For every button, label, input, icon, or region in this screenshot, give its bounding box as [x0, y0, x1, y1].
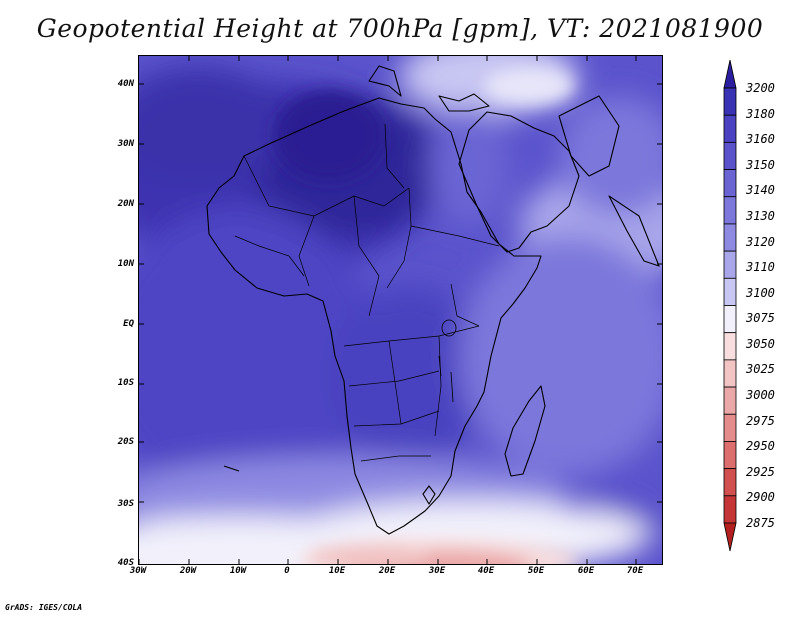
- lon-label-20e: 20E: [378, 566, 396, 576]
- colorbar-swatch: [723, 413, 737, 442]
- coastlines: [206, 65, 660, 535]
- country-borders: [234, 123, 500, 462]
- colorbar-swatch: [723, 196, 737, 225]
- colorbar-swatch: [723, 332, 737, 361]
- colorbar-level-label: 3120: [746, 234, 775, 249]
- colorbar-swatch: [723, 441, 737, 470]
- lon-label-50e: 50E: [527, 566, 545, 576]
- lon-label-20w: 20W: [179, 566, 197, 576]
- lon-label-10e: 10E: [328, 566, 346, 576]
- colorbar-swatch: [723, 223, 737, 252]
- colorbar-min-arrow: [723, 522, 737, 552]
- colorbar-swatch: [723, 468, 737, 497]
- lat-label-30n: 30N: [117, 139, 134, 149]
- colorbar-level-label: 3150: [746, 157, 775, 172]
- colorbar: [723, 59, 737, 552]
- frame-ticks: [139, 56, 662, 564]
- lat-label-10n: 10N: [117, 259, 134, 269]
- colorbar-level-label: 3140: [746, 183, 775, 198]
- colorbar-level-label: 3075: [746, 311, 775, 326]
- colorbar-level-label: 3000: [746, 388, 775, 403]
- colorbar-level-label: 3200: [746, 81, 775, 95]
- lat-label-20s: 20S: [117, 437, 134, 447]
- colorbar-level-label: 2925: [746, 464, 775, 479]
- colorbar-swatch: [723, 386, 737, 415]
- height-field-detail: [274, 68, 579, 564]
- colorbar-swatch: [723, 250, 737, 279]
- colorbar-level-label: 3160: [746, 132, 775, 147]
- lon-label-70e: 70E: [626, 566, 644, 576]
- colorbar-level-label: 2900: [746, 490, 775, 505]
- colorbar-level-label: 3110: [746, 260, 775, 275]
- map-panel: [138, 55, 663, 565]
- colorbar-level-label: 3050: [746, 336, 775, 351]
- lat-label-30s: 30S: [117, 499, 134, 509]
- lon-label-40e: 40E: [477, 566, 495, 576]
- lon-label-30e: 30E: [428, 566, 446, 576]
- lat-label-10s: 10S: [117, 378, 134, 388]
- colorbar-level-label: 3130: [746, 208, 775, 223]
- colorbar-swatch: [723, 141, 737, 170]
- lat-label-eq: EQ: [123, 319, 134, 329]
- colorbar-swatch: [723, 169, 737, 198]
- lat-label-40s: 40S: [117, 558, 134, 568]
- colorbar-swatch: [723, 87, 737, 116]
- colorbar-swatch: [723, 305, 737, 334]
- colorbar-level-label: 3180: [746, 106, 775, 121]
- map-title: Geopotential Height at 700hPa [gpm], VT:…: [36, 14, 764, 43]
- colorbar-swatch: [723, 359, 737, 388]
- lon-label-10w: 10W: [229, 566, 247, 576]
- colorbar-swatch: [723, 495, 737, 524]
- colorbar-max-arrow: [723, 59, 737, 89]
- footer-credit: GrADS: IGES/COLA: [5, 603, 83, 612]
- colorbar-level-label: 2950: [746, 439, 775, 454]
- colorbar-level-label: 3100: [746, 285, 775, 300]
- colorbar-level-label: 3025: [746, 362, 775, 377]
- lon-label-60e: 60E: [577, 566, 595, 576]
- colorbar-level-label: 2975: [746, 413, 775, 428]
- lat-label-20n: 20N: [117, 199, 134, 209]
- lat-label-40n: 40N: [117, 79, 134, 89]
- colorbar-swatch: [723, 114, 737, 143]
- height-field-map: [139, 56, 662, 564]
- colorbar-swatch: [723, 277, 737, 306]
- lon-label-0: 0: [284, 566, 290, 576]
- colorbar-level-label: 2875: [746, 516, 775, 530]
- lon-label-30w: 30W: [129, 566, 147, 576]
- lakes: [438, 319, 457, 403]
